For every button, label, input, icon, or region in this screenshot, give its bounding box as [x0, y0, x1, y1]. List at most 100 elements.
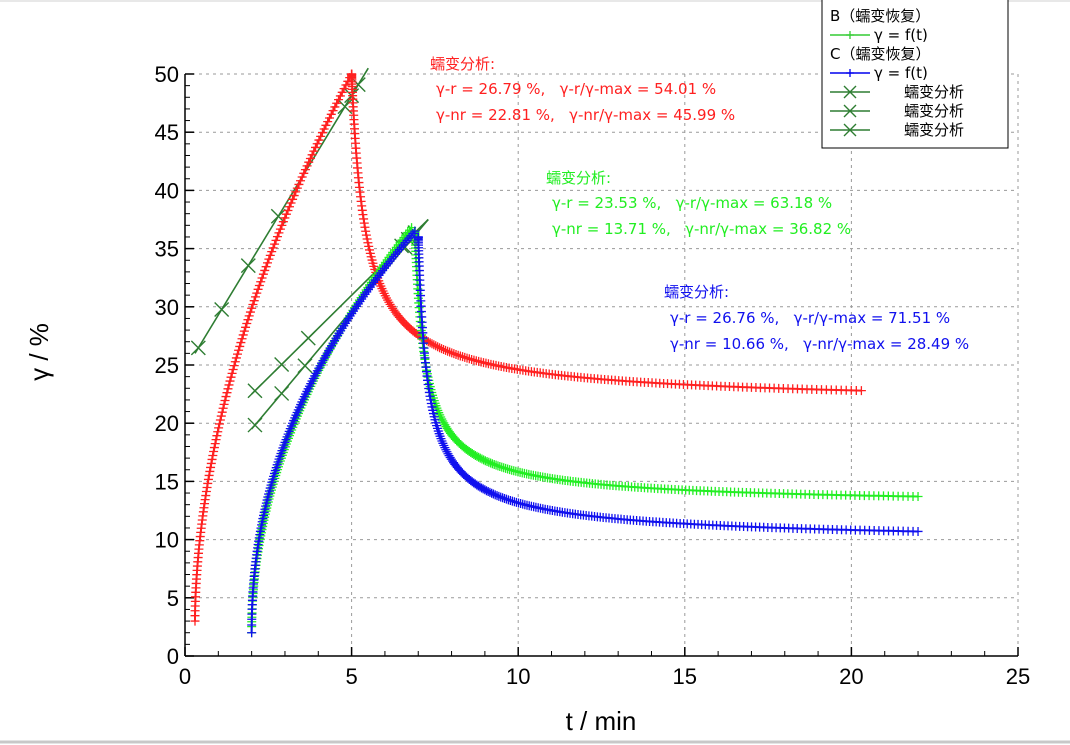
data-point [389, 252, 399, 262]
data-point [283, 205, 293, 215]
annotation-green-line2: γ-nr = 13.71 %, γ-nr/γ-max = 36.82 % [552, 220, 851, 238]
data-point [224, 380, 234, 390]
data-point [230, 357, 240, 367]
annotation-green: 蠕变分析: γ-r = 23.53 %, γ-r/γ-max = 63.18 %… [546, 169, 851, 238]
data-point [278, 217, 288, 227]
data-point [435, 343, 445, 353]
annotation-blue-line1: γ-r = 26.76 %, γ-r/γ-max = 71.51 % [670, 309, 950, 327]
data-point [309, 146, 319, 156]
data-point [458, 352, 468, 362]
data-point [280, 213, 290, 223]
data-point [913, 526, 923, 536]
fit-point [214, 301, 230, 317]
fit-point [240, 258, 256, 274]
data-point [220, 395, 230, 405]
data-point [332, 98, 342, 108]
annotation-red-line2: γ-nr = 22.81 %, γ-nr/γ-max = 45.99 % [436, 106, 735, 124]
data-point [225, 376, 235, 386]
data-point [316, 131, 326, 141]
data-point [247, 303, 257, 313]
legend-swatch-marker [846, 69, 854, 77]
data-point [299, 168, 309, 178]
data-point [312, 139, 322, 149]
data-point [438, 416, 448, 426]
data-point [217, 407, 227, 417]
data-point [203, 478, 213, 488]
data-point [361, 230, 371, 240]
data-point [501, 494, 511, 504]
legend-item-3: C（蠕变恢复） [830, 45, 930, 63]
data-point [441, 345, 451, 355]
data-point [314, 135, 324, 145]
fit-point [300, 330, 316, 346]
data-point [202, 482, 212, 492]
legend-label: 蠕变分析 [904, 121, 964, 139]
x-tick-label: 20 [839, 664, 863, 689]
data-point [503, 495, 513, 505]
fit-point [190, 340, 206, 356]
data-point [274, 228, 284, 238]
data-point [361, 226, 371, 236]
data-point [201, 487, 211, 497]
x-tick-label: 25 [1006, 664, 1030, 689]
data-point [496, 492, 506, 502]
data-point [442, 447, 452, 457]
data-point [437, 436, 447, 446]
legend: B（蠕变恢复）γ = f(t)C（蠕变恢复）γ = f(t)蠕变分析蠕变分析蠕变… [821, 0, 1009, 149]
data-point [236, 338, 246, 348]
legend-item-2: γ = f(t) [830, 26, 928, 44]
legend-swatch-marker [843, 104, 857, 118]
data-point [215, 415, 225, 425]
data-point [323, 117, 333, 127]
data-point [321, 120, 331, 130]
y-tick-label: 35 [155, 237, 179, 262]
data-point [462, 353, 472, 363]
data-point [203, 474, 213, 484]
data-point [302, 161, 312, 171]
y-tick-label: 40 [155, 178, 179, 203]
data-point [433, 342, 443, 352]
data-point [491, 460, 501, 470]
data-point [379, 263, 389, 273]
data-point [229, 361, 239, 371]
y-tick-label: 45 [155, 120, 179, 145]
data-point [226, 372, 236, 382]
y-tick-label: 50 [155, 62, 179, 87]
data-point [243, 315, 253, 325]
data-point [248, 299, 258, 309]
fit-point [274, 356, 290, 372]
data-point [404, 233, 414, 243]
data-point [328, 106, 338, 116]
data-point [392, 247, 402, 257]
annotation-red: 蠕变分析: γ-r = 26.79 %, γ-r/γ-max = 54.01 %… [430, 55, 735, 124]
data-point [305, 154, 315, 164]
data-point [427, 339, 437, 349]
data-point [254, 281, 264, 291]
data-point [383, 259, 393, 269]
data-point [447, 348, 457, 358]
data-point [264, 254, 274, 264]
fit-point [274, 385, 290, 401]
data-point [265, 250, 275, 260]
data-point [294, 179, 304, 189]
x-tick-label: 10 [506, 664, 530, 689]
data-point [437, 414, 447, 424]
series [190, 69, 923, 638]
data-point [460, 352, 470, 362]
data-point [410, 226, 420, 236]
data-point [239, 326, 249, 336]
data-point [324, 113, 334, 123]
data-point [385, 256, 395, 266]
y-tick-label: 10 [155, 528, 179, 553]
legend-label: 蠕变分析 [904, 102, 964, 120]
data-point [262, 258, 272, 268]
legend-swatch-marker [843, 123, 857, 137]
data-point [434, 408, 444, 418]
data-point [431, 341, 441, 351]
data-point [360, 222, 370, 232]
data-point [439, 344, 449, 354]
y-axis-title: γ / % [24, 323, 54, 381]
data-point [429, 340, 439, 350]
data-point [205, 466, 215, 476]
data-point [400, 238, 410, 248]
